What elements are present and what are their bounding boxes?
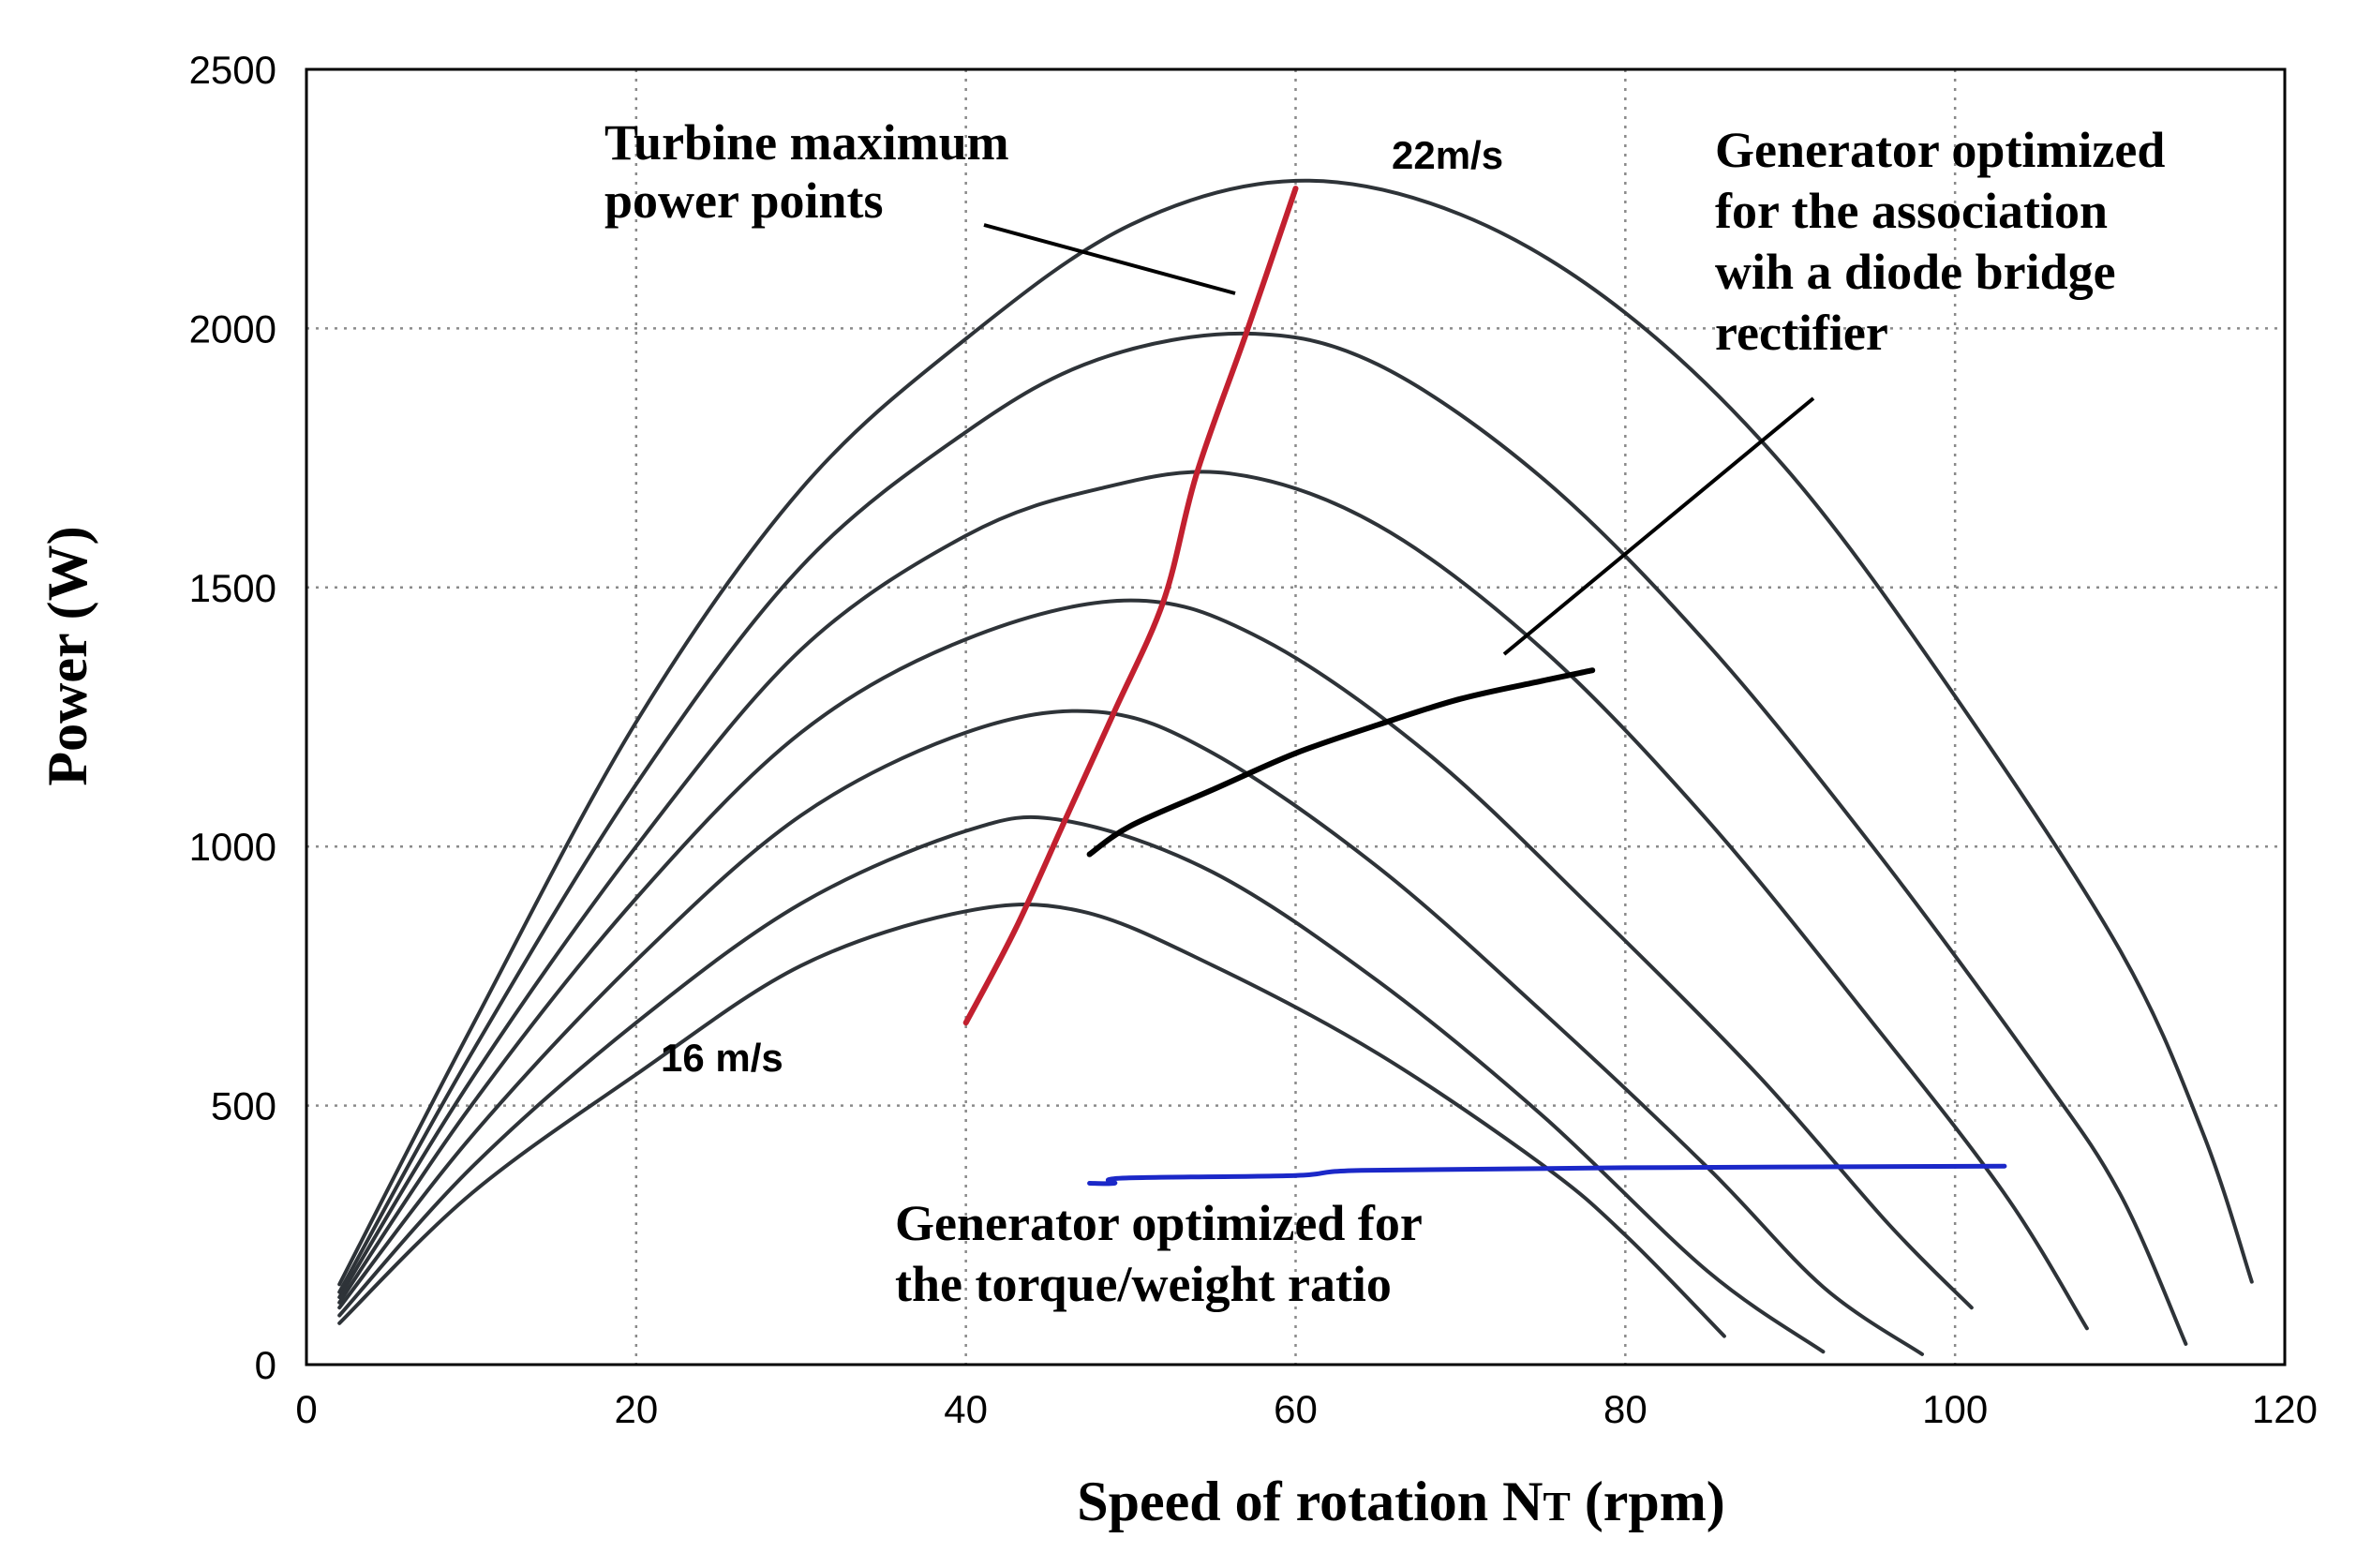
x-tick-label: 0 — [295, 1387, 317, 1431]
x-tick-label: 20 — [614, 1387, 658, 1431]
x-axis-title: Speed of rotation NT (rpm) — [1077, 1471, 1725, 1532]
x-tick-label: 40 — [944, 1387, 988, 1431]
y-tick-label: 0 — [255, 1343, 276, 1387]
series-torque-weight-generator — [1087, 1163, 2007, 1187]
y-tick-label: 2500 — [189, 48, 276, 92]
x-tick-label: 100 — [1922, 1387, 1988, 1431]
wind-speed-curves — [337, 178, 2254, 1356]
annotation-torque-line-2: the torque/weight ratio — [895, 1256, 1392, 1312]
annotation-turbine-max-line-1: Turbine maximum — [604, 114, 1009, 171]
annotation-diode-line-4: rectifier — [1715, 305, 1888, 361]
leader-line-diode — [1502, 396, 1815, 656]
label-wind-22: 22m/s — [1392, 133, 1503, 177]
data-series — [962, 186, 2007, 1187]
label-wind-16: 16 m/s — [661, 1036, 783, 1080]
x-tick-label: 60 — [1274, 1387, 1318, 1431]
y-tick-label: 1000 — [189, 825, 276, 869]
leader-line-turbine — [983, 223, 1236, 295]
x-axis-title-unit: (rpm) — [1585, 1471, 1725, 1532]
annotation-diode-line-3: wih a diode bridge — [1715, 244, 2116, 300]
annotation-torque-line-1: Generator optimized for — [895, 1195, 1423, 1251]
x-tick-label: 80 — [1603, 1387, 1648, 1431]
y-axis-title: Power (W) — [37, 526, 98, 785]
wind-curve-7 — [337, 178, 2254, 1287]
tick-labels: 0 20 40 60 80 100 120 0 500 1000 1500 2000 2500 — [189, 48, 2318, 1431]
y-tick-label: 500 — [211, 1084, 276, 1128]
y-tick-label: 1500 — [189, 566, 276, 610]
wind-curve-5 — [337, 470, 2089, 1331]
x-axis-title-subscript: T — [1543, 1484, 1570, 1530]
x-tick-label: 120 — [2252, 1387, 2318, 1431]
annotation-diode-line-2: for the association — [1715, 183, 2108, 239]
annotation-diode-line-1: Generator optimized — [1715, 122, 2165, 178]
y-tick-label: 2000 — [189, 306, 276, 351]
annotation-turbine-max-line-2: power points — [604, 172, 884, 229]
plot-frame — [305, 67, 2287, 1366]
wind-curve-6 — [337, 331, 2188, 1346]
wind-curve-4 — [337, 598, 1974, 1310]
series-diode-bridge-generator — [1086, 667, 1596, 858]
series-turbine-max-power — [962, 186, 1299, 1026]
